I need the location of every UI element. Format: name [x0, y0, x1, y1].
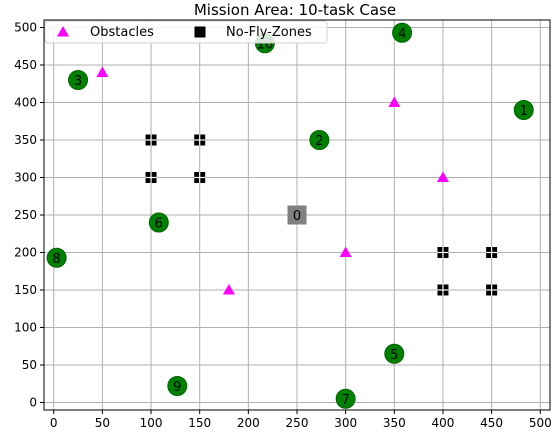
task-label: 5 — [390, 348, 398, 363]
x-tick-label: 400 — [432, 416, 455, 430]
task-marker — [167, 376, 188, 396]
y-tick-label: 200 — [14, 246, 37, 260]
task-marker — [68, 70, 89, 90]
x-tick-label: 350 — [383, 416, 406, 430]
legend-obstacles-label: Obstacles — [90, 25, 154, 40]
y-tick-label: 0 — [29, 396, 37, 410]
task-marker — [384, 343, 405, 364]
y-tick-label: 150 — [14, 283, 37, 297]
task-marker — [148, 212, 169, 233]
x-tick-label: 200 — [237, 416, 260, 430]
legend-no-fly-zones-marker — [194, 26, 206, 38]
task-label: 8 — [53, 252, 61, 267]
obstacle-marker — [339, 246, 352, 257]
depot-label: 0 — [293, 209, 301, 224]
legend: Obstacles No-Fly-Zones — [44, 20, 328, 44]
task-label: 3 — [74, 74, 82, 89]
plot-frame — [43, 19, 551, 411]
task-marker — [46, 247, 67, 268]
obstacle-marker — [96, 66, 109, 77]
x-tick-label: 50 — [95, 416, 110, 430]
obstacle-marker — [222, 284, 235, 295]
task-label: 2 — [315, 134, 323, 149]
grid-lines — [44, 20, 550, 410]
x-tick-label: 100 — [140, 416, 163, 430]
task-marker — [513, 100, 534, 120]
legend-box — [44, 20, 328, 44]
task-marker — [335, 388, 356, 409]
legend-no-fly-zones-label: No-Fly-Zones — [226, 25, 312, 40]
obstacle-marker — [388, 96, 401, 107]
legend-obstacles-marker — [57, 26, 69, 37]
x-tick-label: 300 — [334, 416, 357, 430]
y-tick-label: 300 — [14, 171, 37, 185]
task-marker — [309, 130, 330, 150]
x-tick-label: 0 — [50, 416, 58, 430]
y-tick-label: 400 — [14, 96, 37, 110]
x-tick-label: 450 — [480, 416, 503, 430]
task-label: 9 — [173, 380, 181, 395]
y-tick-label: 500 — [14, 21, 37, 35]
task-marker — [392, 22, 413, 43]
obstacle-marker — [436, 171, 449, 182]
task-label: 6 — [155, 217, 163, 232]
y-tick-label: 350 — [14, 133, 37, 147]
x-tick-label: 250 — [286, 416, 309, 430]
y-tick-label: 450 — [14, 58, 37, 72]
task-label: 1 — [520, 104, 528, 119]
x-tick-label: 500 — [529, 416, 552, 430]
y-tick-label: 50 — [22, 358, 37, 372]
chart-title: Mission Area: 10-task Case — [194, 1, 396, 19]
task-label: 4 — [398, 27, 406, 42]
axis-ticks: 0 50 100 150 200 250 300 350 400 450 5000501001502… — [14, 21, 552, 431]
y-tick-label: 100 — [14, 321, 37, 335]
y-tick-label: 250 — [14, 208, 37, 222]
x-tick-label: 150 — [188, 416, 211, 430]
task-label: 7 — [342, 393, 350, 408]
depot-marker — [287, 205, 307, 225]
